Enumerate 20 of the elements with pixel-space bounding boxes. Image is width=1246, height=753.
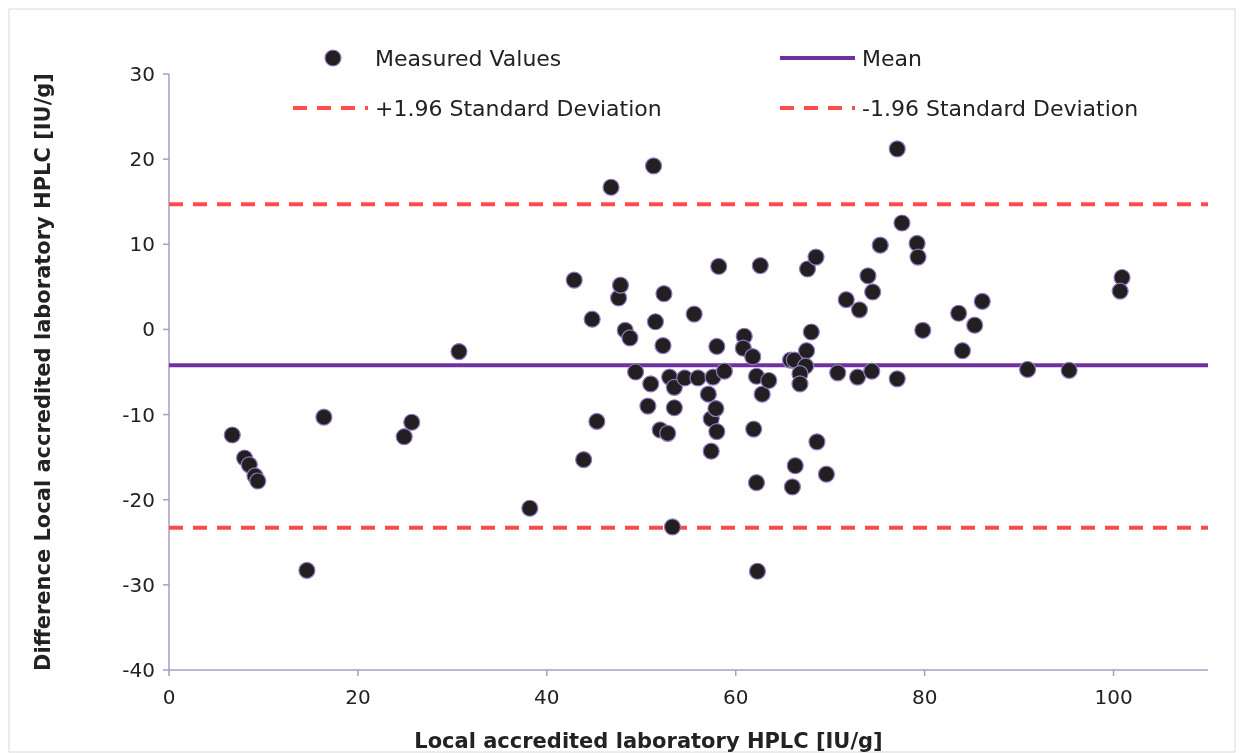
y-axis-title: Difference Local accredited laboratory HPLC [IU/g] xyxy=(31,73,55,671)
y-tick-label: 30 xyxy=(129,62,155,86)
x-tick-label: 80 xyxy=(911,685,938,709)
y-tick-label: 0 xyxy=(142,317,155,342)
y-tick-label: -10 xyxy=(122,402,155,427)
x-tick-label: 40 xyxy=(534,685,560,709)
y-tick-label: -40 xyxy=(122,658,155,682)
y-tick-label: 10 xyxy=(129,232,155,257)
x-tick-label: 20 xyxy=(345,685,371,709)
legend-label: -1.96 Standard Deviation xyxy=(862,95,1139,121)
y-tick-label: -20 xyxy=(122,487,155,512)
x-axis-title: Local accredited laboratory HPLC [IU/g] xyxy=(414,729,883,753)
legend-label: Measured Values xyxy=(375,45,562,71)
x-tick-label: 60 xyxy=(723,685,749,709)
y-tick-label: 20 xyxy=(129,147,155,172)
y-tick-label: -30 xyxy=(122,572,155,597)
legend-label: +1.96 Standard Deviation xyxy=(375,95,662,121)
x-tick-label: 0 xyxy=(162,685,176,709)
legend-label: Mean xyxy=(862,45,922,71)
x-tick-label: 100 xyxy=(1094,685,1133,709)
